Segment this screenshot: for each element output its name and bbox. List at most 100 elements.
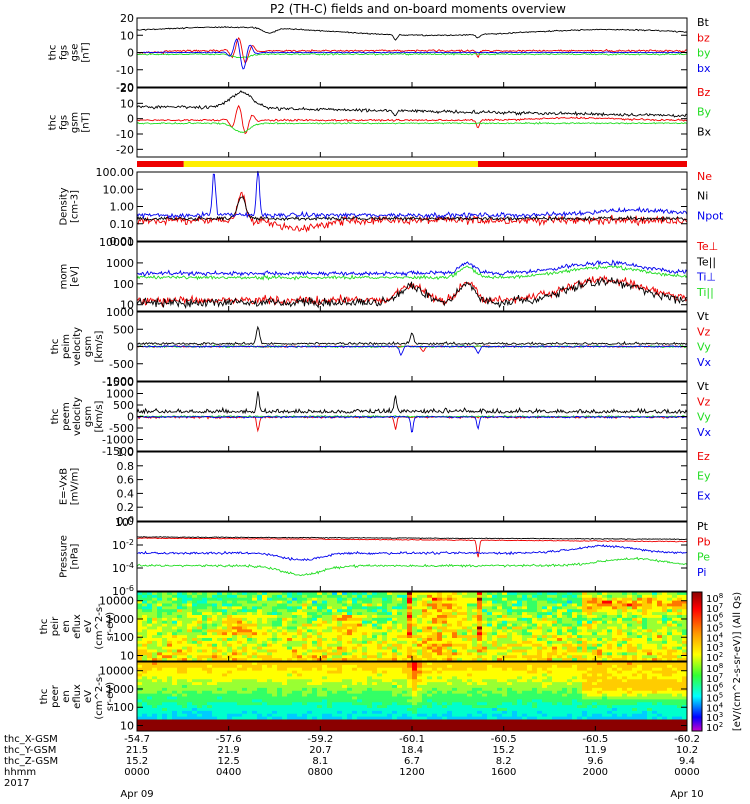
peir-spectrogram-ylabel: peir	[50, 616, 61, 636]
fgs-gse-ylabel: thc	[48, 45, 59, 61]
efield-ytick-label: 0.2	[117, 501, 135, 514]
density-frame	[137, 172, 687, 241]
density-ylabel: Density	[59, 187, 70, 225]
peim-velocity-ytick-label: 500	[113, 323, 134, 336]
x-row-value: -59.2	[307, 734, 333, 745]
peer-spectrogram-ytick-label: 100	[113, 701, 134, 714]
peim-velocity-ylabel: peim	[61, 334, 72, 359]
peer-spectrogram-cells	[137, 662, 687, 731]
peer-spectrogram-ylabel: (cm^2-s-	[94, 673, 105, 720]
peer-spectrogram-ylabel: sr-eV)	[105, 682, 116, 711]
pressure-series-Pb	[137, 538, 687, 557]
peim-velocity-ylabel: [km/s]	[94, 330, 105, 362]
fgs-gsm-ylabel: thc	[48, 115, 59, 131]
legend-pressure-1: Pb	[697, 535, 711, 548]
peim-velocity-ytick-label: 1000	[106, 306, 134, 319]
panel-density: 100.0010.001.000.100.01Density[cm-3]NeNi…	[59, 166, 724, 248]
fgs-gsm-series-By	[137, 122, 687, 132]
x-row-value: 9.6	[587, 756, 603, 767]
colorbar-scale	[692, 592, 702, 731]
legend-temperature-2: Ti⊥	[696, 271, 716, 284]
fgs-gsm-ylabel: [nT]	[81, 112, 92, 132]
x-row-value: 0800	[308, 767, 333, 778]
x-row-value: 11.9	[584, 745, 606, 756]
x-row-label: thc_Y-GSM	[4, 745, 56, 756]
x-date-label: Apr 09	[120, 789, 153, 800]
fgs-gse-ytick-label: 20	[120, 12, 134, 25]
colorbar: 1081071061051041031021081071061051041031…	[692, 592, 743, 734]
legend-peem-velocity-2: Vy	[697, 411, 711, 424]
density-ytick-label: 1.00	[110, 201, 135, 214]
legend-peem-velocity-1: Vz	[697, 395, 711, 408]
peim-velocity-series-Vt	[137, 327, 687, 344]
legend-fgs-gsm-1: By	[697, 106, 712, 119]
peem-velocity-series-Vt	[137, 391, 687, 413]
temperature-ylabel: [eV]	[70, 266, 81, 287]
x-row-value: -57.6	[216, 734, 242, 745]
legend-temperature-3: Ti||	[696, 286, 714, 299]
fgs-gsm-ytick-label: -10	[116, 128, 134, 141]
fgs-gse-ytick-label: 0	[127, 47, 134, 60]
density-series-Ni	[137, 197, 687, 221]
legend-peim-velocity-2: Vy	[697, 341, 711, 354]
peim-velocity-ylabel: thc	[50, 339, 61, 355]
x-row-value: 15.2	[126, 756, 148, 767]
x-row-value: 21.5	[126, 745, 148, 756]
x-row-value: 8.1	[312, 756, 328, 767]
mode-flag-2	[478, 161, 687, 167]
chart-title: P2 (TH-C) fields and on-board moments ov…	[270, 2, 566, 16]
peem-velocity-ylabel: gsm	[83, 406, 94, 427]
fgs-gse-ylabel: [nT]	[81, 42, 92, 62]
fgs-gsm-ylabel: gsm	[70, 112, 81, 133]
x-row-label: thc_Z-GSM	[4, 756, 58, 767]
fgs-gsm-ytick-label: 0	[127, 113, 134, 126]
x-row-value: 18.4	[401, 745, 423, 756]
colorbar-title: [eV/(cm^2-s-sr-eV)] (All Qs)	[732, 592, 743, 731]
fgs-gse-ytick-label: -10	[116, 64, 134, 77]
peim-velocity-ytick-label: -500	[109, 358, 134, 371]
mode-flag-0	[137, 161, 184, 167]
peir-spectrogram-ytick-label: 100	[113, 631, 134, 644]
efield-frame	[137, 452, 687, 521]
temperature-ytick-label: 100	[113, 278, 134, 291]
legend-peim-velocity-0: Vt	[697, 310, 710, 323]
legend-efield-1: Ey	[697, 470, 711, 483]
peem-velocity-ylabel: [km/s]	[94, 400, 105, 432]
peir-spectrogram-ytick-label: 10	[120, 650, 134, 663]
efield-ylabel: [mV/m]	[70, 468, 81, 506]
peer-spectrogram-ylabel: en	[61, 690, 72, 703]
x-row-value: 6.7	[404, 756, 420, 767]
x-row-value: 1200	[399, 767, 424, 778]
fgs-gse-ylabel: gse	[70, 44, 81, 62]
fgs-gse-ytick-label: 10	[120, 29, 134, 42]
colorbar-label: 102	[706, 721, 723, 734]
peim-velocity-ytick-label: 0	[127, 341, 134, 354]
x-row-value: 10.2	[676, 745, 698, 756]
fgs-gsm-series-Bx	[137, 91, 687, 117]
efield-ytick-label: 0.8	[117, 460, 135, 473]
pressure-ylabel: Pressure	[59, 535, 70, 578]
x-row-value: 12.5	[218, 756, 240, 767]
x-row-value: 21.9	[218, 745, 240, 756]
peir-spectrogram-ylabel: sr-eV)	[105, 612, 116, 641]
peer-spectrogram-ylabel: peer	[50, 684, 61, 708]
x-row-value: -60.2	[674, 734, 700, 745]
legend-fgs-gse-1: bz	[697, 31, 710, 44]
x-row-value: -60.5	[491, 734, 517, 745]
temperature-series-Te||	[137, 277, 687, 307]
peem-velocity-ylabel: thc	[50, 409, 61, 425]
x-row-value: 20.7	[309, 745, 331, 756]
legend-fgs-gsm-0: Bz	[697, 86, 711, 99]
pressure-series-Pi	[137, 545, 687, 561]
fgs-gsm-ytick-label: 10	[120, 97, 134, 110]
legend-pressure-2: Pe	[697, 551, 710, 564]
legend-density-0: Ne	[697, 170, 712, 183]
legend-temperature-1: Te||	[696, 255, 716, 268]
fgs-gsm-ylabel: fgs	[59, 115, 70, 130]
peim-velocity-ylabel: velocity	[72, 327, 83, 366]
pressure-ytick-label: 10-2	[112, 538, 134, 552]
